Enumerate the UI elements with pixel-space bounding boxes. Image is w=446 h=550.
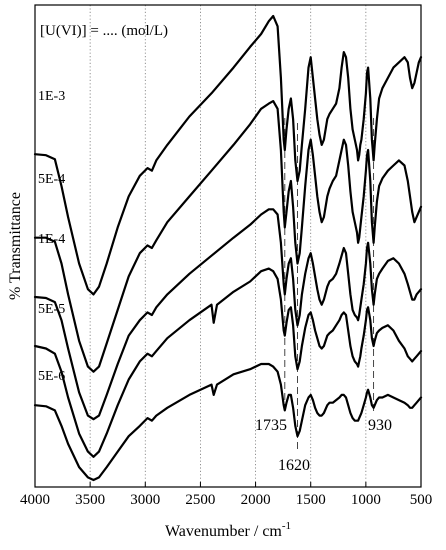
plot-frame <box>34 4 422 488</box>
x-tick-label-3000: 3000 <box>130 492 160 508</box>
x-tick-label-500: 500 <box>410 492 433 508</box>
x-tick-label-2000: 2000 <box>241 492 271 508</box>
marker-label-1735: 1735 <box>255 417 287 434</box>
series-label-1E-4: 1E-4 <box>38 232 65 247</box>
x-tick-label-2500: 2500 <box>185 492 215 508</box>
marker-label-930: 930 <box>368 417 392 434</box>
chart-title: [U(VI)] = .... (mol/L) <box>40 23 168 39</box>
x-axis-label-superscript: -1 <box>282 520 291 532</box>
x-tick-label-4000: 4000 <box>20 492 50 508</box>
series-line-5E-5 <box>33 267 423 458</box>
series-line-5E-4 <box>33 100 423 373</box>
series-label-1E-3: 1E-3 <box>38 89 65 104</box>
series-line-5E-6 <box>33 362 423 482</box>
marker-label-1620: 1620 <box>278 457 310 474</box>
y-axis-label: % Transmittance <box>7 192 24 300</box>
x-axis-label-text: Wavenumber / cm <box>165 523 282 540</box>
series-label-5E-4: 5E-4 <box>38 172 65 187</box>
x-tick-label-1500: 1500 <box>296 492 326 508</box>
series-line-1E-3 <box>33 14 423 296</box>
series-line-1E-4 <box>33 208 423 421</box>
series-label-5E-6: 5E-6 <box>38 369 65 384</box>
x-tick-label-3500: 3500 <box>75 492 105 508</box>
series-label-5E-5: 5E-5 <box>38 302 65 317</box>
x-axis-label: Wavenumber / cm-1 <box>165 520 291 540</box>
x-tick-label-1000: 1000 <box>351 492 381 508</box>
